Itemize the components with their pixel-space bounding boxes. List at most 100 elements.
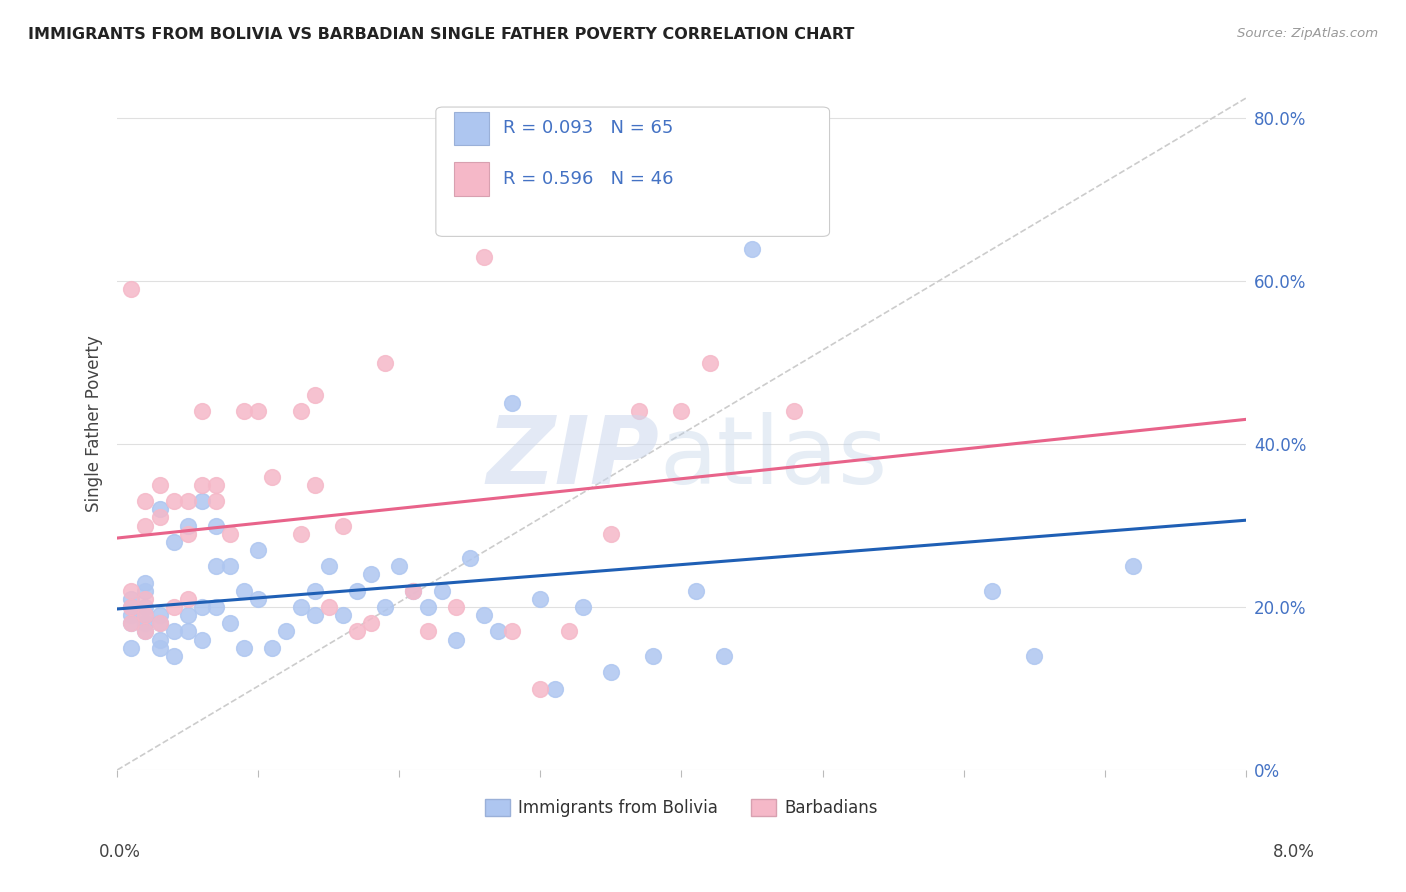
Point (120, 600, 142, 615)
Point (191, 404, 214, 418)
Point (120, 608, 142, 623)
Point (360, 567, 382, 582)
Point (501, 396, 523, 410)
Point (600, 665, 623, 680)
Text: atlas: atlas (659, 412, 887, 504)
Point (134, 583, 156, 598)
Point (191, 478, 214, 492)
Point (205, 559, 228, 574)
Point (120, 616, 142, 631)
Point (120, 591, 142, 606)
Point (501, 624, 523, 639)
Point (332, 518, 354, 533)
Point (699, 356, 721, 370)
Point (374, 600, 396, 615)
Point (304, 608, 326, 623)
Point (177, 518, 200, 533)
Point (134, 616, 156, 631)
Point (177, 591, 200, 606)
Point (148, 616, 170, 631)
Point (458, 551, 481, 566)
Point (713, 648, 735, 663)
Point (233, 404, 256, 418)
Point (191, 494, 214, 508)
Point (628, 404, 651, 418)
Point (134, 575, 156, 590)
Point (486, 624, 509, 639)
Point (472, 250, 495, 264)
Point (148, 510, 170, 524)
Y-axis label: Single Father Poverty: Single Father Poverty (86, 335, 103, 512)
Point (134, 624, 156, 639)
Point (177, 494, 200, 508)
Point (374, 356, 396, 370)
Point (346, 624, 368, 639)
Point (233, 640, 256, 655)
Point (430, 583, 453, 598)
Point (120, 600, 142, 615)
Point (148, 616, 170, 631)
Point (162, 534, 184, 549)
Point (416, 624, 439, 639)
Legend: Immigrants from Bolivia, Barbadians: Immigrants from Bolivia, Barbadians (478, 792, 884, 824)
Point (529, 591, 551, 606)
Point (741, 242, 763, 256)
Point (557, 624, 579, 639)
Point (444, 600, 467, 615)
Point (304, 388, 326, 402)
Point (276, 624, 298, 639)
Point (388, 559, 411, 574)
Point (134, 591, 156, 606)
Point (318, 559, 340, 574)
Point (162, 494, 184, 508)
Point (290, 600, 312, 615)
Point (219, 526, 242, 541)
Point (1024, 648, 1046, 663)
Point (332, 608, 354, 623)
Text: R = 0.093   N = 65: R = 0.093 N = 65 (503, 120, 673, 137)
Point (120, 640, 142, 655)
Point (290, 526, 312, 541)
Point (685, 583, 707, 598)
Text: IMMIGRANTS FROM BOLIVIA VS BARBADIAN SINGLE FATHER POVERTY CORRELATION CHART: IMMIGRANTS FROM BOLIVIA VS BARBADIAN SIN… (28, 27, 855, 42)
Point (671, 404, 693, 418)
Point (205, 600, 228, 615)
Point (643, 648, 665, 663)
Point (134, 624, 156, 639)
Point (247, 543, 270, 558)
Point (262, 469, 284, 483)
Point (148, 640, 170, 655)
Point (360, 616, 382, 631)
Point (177, 608, 200, 623)
Point (247, 404, 270, 418)
Point (148, 478, 170, 492)
Point (134, 518, 156, 533)
Point (148, 608, 170, 623)
Point (134, 608, 156, 623)
Point (416, 600, 439, 615)
Point (543, 681, 565, 696)
Point (783, 217, 806, 231)
Point (219, 616, 242, 631)
Point (134, 600, 156, 615)
Point (205, 494, 228, 508)
Point (290, 404, 312, 418)
Point (1122, 559, 1144, 574)
Point (600, 526, 623, 541)
Text: ZIP: ZIP (486, 412, 659, 504)
Point (191, 600, 214, 615)
Point (120, 282, 142, 296)
Point (219, 559, 242, 574)
Point (980, 583, 1002, 598)
Point (120, 583, 142, 598)
Point (162, 624, 184, 639)
Point (134, 608, 156, 623)
Point (148, 502, 170, 516)
Point (402, 583, 425, 598)
Point (247, 591, 270, 606)
Text: Source: ZipAtlas.com: Source: ZipAtlas.com (1237, 27, 1378, 40)
Point (177, 526, 200, 541)
Point (191, 632, 214, 647)
Point (444, 632, 467, 647)
Point (134, 494, 156, 508)
